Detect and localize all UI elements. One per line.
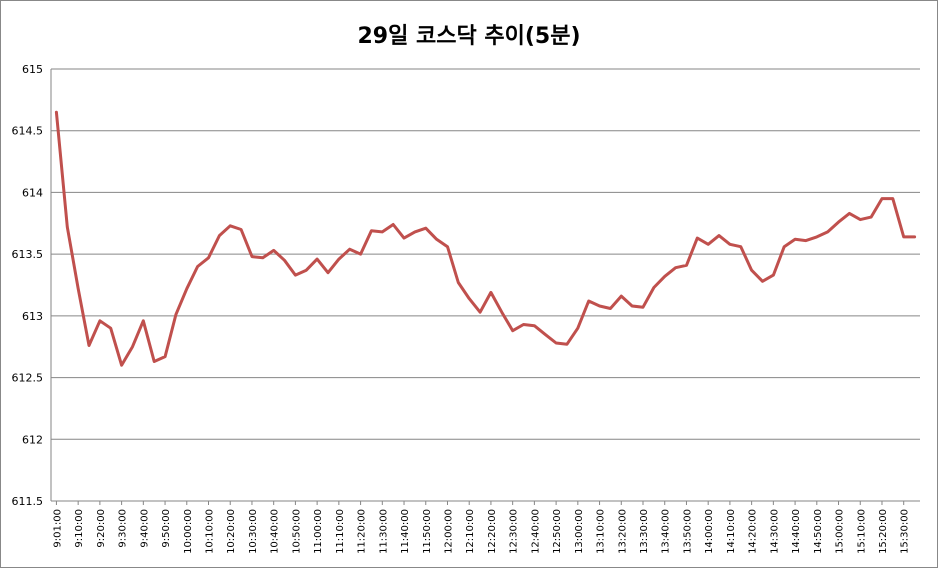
x-tick-label: 10:00:00 — [183, 509, 194, 554]
chart-title: 29일 코스닥 추이(5분) — [357, 24, 581, 49]
x-tick-labels: 9:01:00 9:10:00 9:20:00 9:30:00 9:40:00 9:50:… — [52, 509, 910, 554]
x-tick-label: 9:50:00 — [161, 509, 172, 548]
x-tick-label: 14:40:00 — [791, 509, 802, 554]
x-tick-label: 14:20:00 — [748, 509, 759, 554]
y-tick-label: 612 — [22, 433, 43, 446]
x-tick-label: 9:10:00 — [74, 509, 85, 548]
x-tick-label: 11:00:00 — [313, 509, 324, 554]
x-tick-label: 15:20:00 — [878, 509, 889, 554]
y-tick-label: 613.5 — [12, 248, 44, 261]
x-tick-label: 12:40:00 — [530, 509, 541, 554]
x-tick-label: 10:50:00 — [291, 509, 302, 554]
y-tick-label: 613 — [22, 310, 43, 323]
x-tick-label: 14:10:00 — [726, 509, 737, 554]
x-tick-label: 11:20:00 — [357, 509, 368, 554]
x-tick-label: 14:50:00 — [813, 509, 824, 554]
x-tick-label: 10:10:00 — [205, 509, 216, 554]
x-tick-label: 11:40:00 — [400, 509, 411, 554]
x-tick-label: 11:30:00 — [378, 509, 389, 554]
x-tick-label: 13:00:00 — [574, 509, 585, 554]
x-tick-label: 13:40:00 — [661, 509, 672, 554]
x-tick-label: 11:10:00 — [335, 509, 346, 554]
y-tick-label: 614.5 — [12, 125, 44, 138]
x-tick-label: 15:30:00 — [900, 509, 911, 554]
x-tick-label: 12:00:00 — [443, 509, 454, 554]
series — [54, 110, 917, 367]
x-tick-label: 14:00:00 — [704, 509, 715, 554]
kosdaq-series-line — [54, 110, 917, 367]
x-tick-label: 13:20:00 — [617, 509, 628, 554]
x-tick-label: 9:01:00 — [52, 509, 63, 548]
x-tick-label: 14:30:00 — [769, 509, 780, 554]
x-tick-label: 11:50:00 — [422, 509, 433, 554]
y-tick-label: 614 — [22, 186, 43, 199]
x-tick-label: 13:50:00 — [682, 509, 693, 554]
x-tick-label: 9:40:00 — [139, 509, 150, 548]
x-tick-label: 15:00:00 — [835, 509, 846, 554]
x-tick-label: 9:20:00 — [96, 509, 107, 548]
y-tick-labels: 611.5 612 612.5 613 613.5 614 614.5 615 — [12, 63, 44, 508]
x-tick-label: 13:30:00 — [639, 509, 650, 554]
x-tick-label: 12:50:00 — [552, 509, 563, 554]
y-tick-label: 611.5 — [12, 495, 44, 508]
y-tick-label: 615 — [22, 63, 43, 76]
x-tick-label: 9:30:00 — [118, 509, 129, 548]
x-tick-label: 13:10:00 — [596, 509, 607, 554]
axes — [50, 69, 920, 505]
x-tick-label: 12:30:00 — [509, 509, 520, 554]
x-tick-label: 12:20:00 — [487, 509, 498, 554]
y-tick-label: 612.5 — [12, 372, 44, 385]
x-tick-label: 10:40:00 — [270, 509, 281, 554]
x-tick-label: 10:30:00 — [248, 509, 259, 554]
x-tick-label: 15:10:00 — [856, 509, 867, 554]
gridlines — [51, 68, 920, 440]
x-tick-label: 12:10:00 — [465, 509, 476, 554]
x-tick-label: 10:20:00 — [226, 509, 237, 554]
